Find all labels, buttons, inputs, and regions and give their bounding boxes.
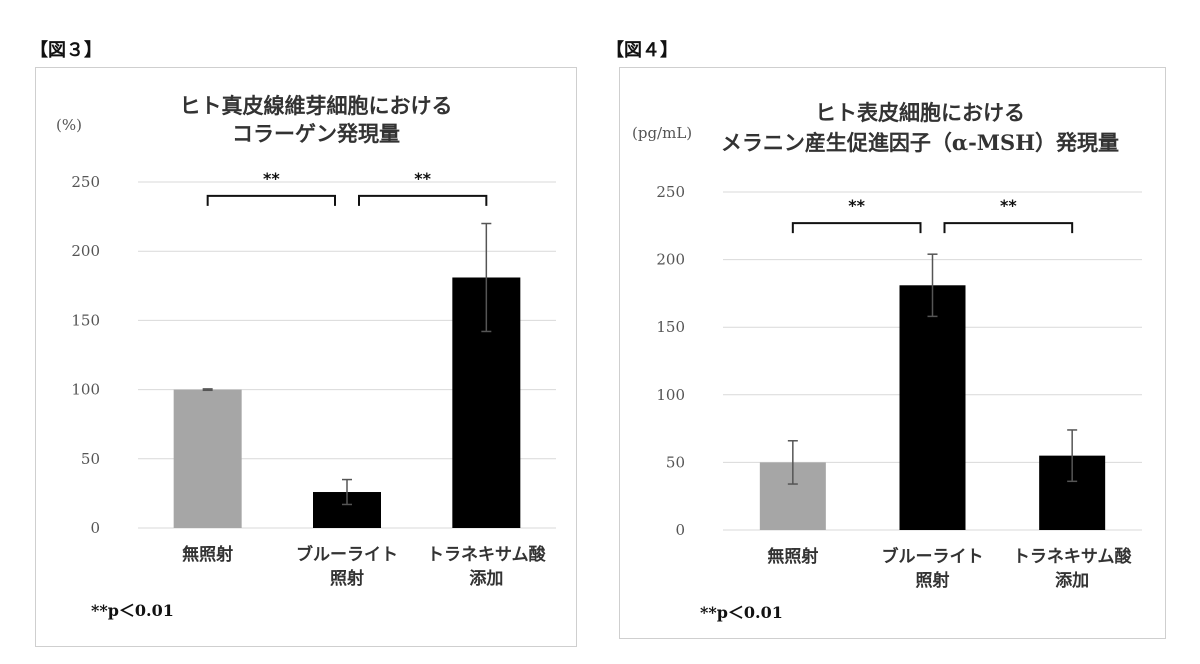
category-label: 無照射 bbox=[767, 546, 818, 567]
p-value-note: **p＜0.01 bbox=[91, 601, 174, 620]
significance-marker: ** bbox=[1000, 196, 1017, 215]
y-tick-label: 50 bbox=[666, 453, 685, 471]
category-label: ブルーライト bbox=[882, 546, 984, 567]
y-tick-label: 100 bbox=[656, 386, 685, 404]
chart-panel-3: ヒト真皮線維芽細胞における コラーゲン発現量 (%) 0 50 100 150 200 250 無… bbox=[35, 67, 577, 647]
chart-title-line: メラニン産生促進因子（α-MSH）発現量 bbox=[721, 130, 1119, 155]
p-value-note: **p＜0.01 bbox=[700, 603, 783, 622]
y-tick-label: 250 bbox=[656, 183, 685, 201]
category-label: トラネキサム酸 bbox=[1013, 546, 1133, 567]
figure-label-4: 【図４】 bbox=[606, 40, 678, 61]
category-label: 照射 bbox=[916, 570, 950, 591]
category-label: トラネキサム酸 bbox=[427, 544, 547, 565]
significance-marker: ** bbox=[848, 196, 865, 215]
significance-bracket bbox=[358, 194, 488, 206]
chart-title-line: ヒト表皮細胞における bbox=[815, 100, 1025, 125]
y-tick-label: 200 bbox=[71, 242, 100, 260]
y-tick-label: 0 bbox=[90, 519, 100, 537]
y-tick-label: 0 bbox=[675, 521, 685, 539]
y-tick-label: 150 bbox=[71, 311, 100, 329]
y-axis-unit: (%) bbox=[56, 116, 82, 134]
significance-marker: ** bbox=[414, 169, 431, 188]
figure-label-3: 【図３】 bbox=[30, 40, 102, 61]
chart-panel-4: ヒト表皮細胞におけるメラニン産生促進因子（α-MSH）発現量 (pg/mL) 0 50… bbox=[619, 67, 1166, 639]
category-label: 照射 bbox=[330, 568, 364, 589]
y-tick-label: 50 bbox=[81, 450, 100, 468]
y-tick-label: 150 bbox=[656, 318, 685, 336]
y-axis-unit: (pg/mL) bbox=[632, 124, 692, 142]
chart-title-line: コラーゲン発現量 bbox=[232, 121, 400, 146]
significance-bracket bbox=[943, 222, 1074, 234]
category-label: 添加 bbox=[1055, 570, 1089, 591]
category-label: ブルーライト bbox=[296, 544, 398, 565]
y-tick-label: 200 bbox=[656, 251, 685, 269]
bar bbox=[899, 285, 966, 530]
category-label: 添加 bbox=[469, 568, 503, 589]
significance-bracket bbox=[206, 194, 336, 206]
significance-bracket bbox=[791, 222, 922, 234]
y-tick-label: 250 bbox=[71, 173, 100, 191]
y-tick-label: 100 bbox=[71, 381, 100, 399]
chart-title-line: ヒト真皮線維芽細胞における bbox=[180, 93, 453, 118]
bar bbox=[173, 389, 242, 528]
category-label: 無照射 bbox=[182, 544, 233, 565]
significance-marker: ** bbox=[263, 169, 280, 188]
